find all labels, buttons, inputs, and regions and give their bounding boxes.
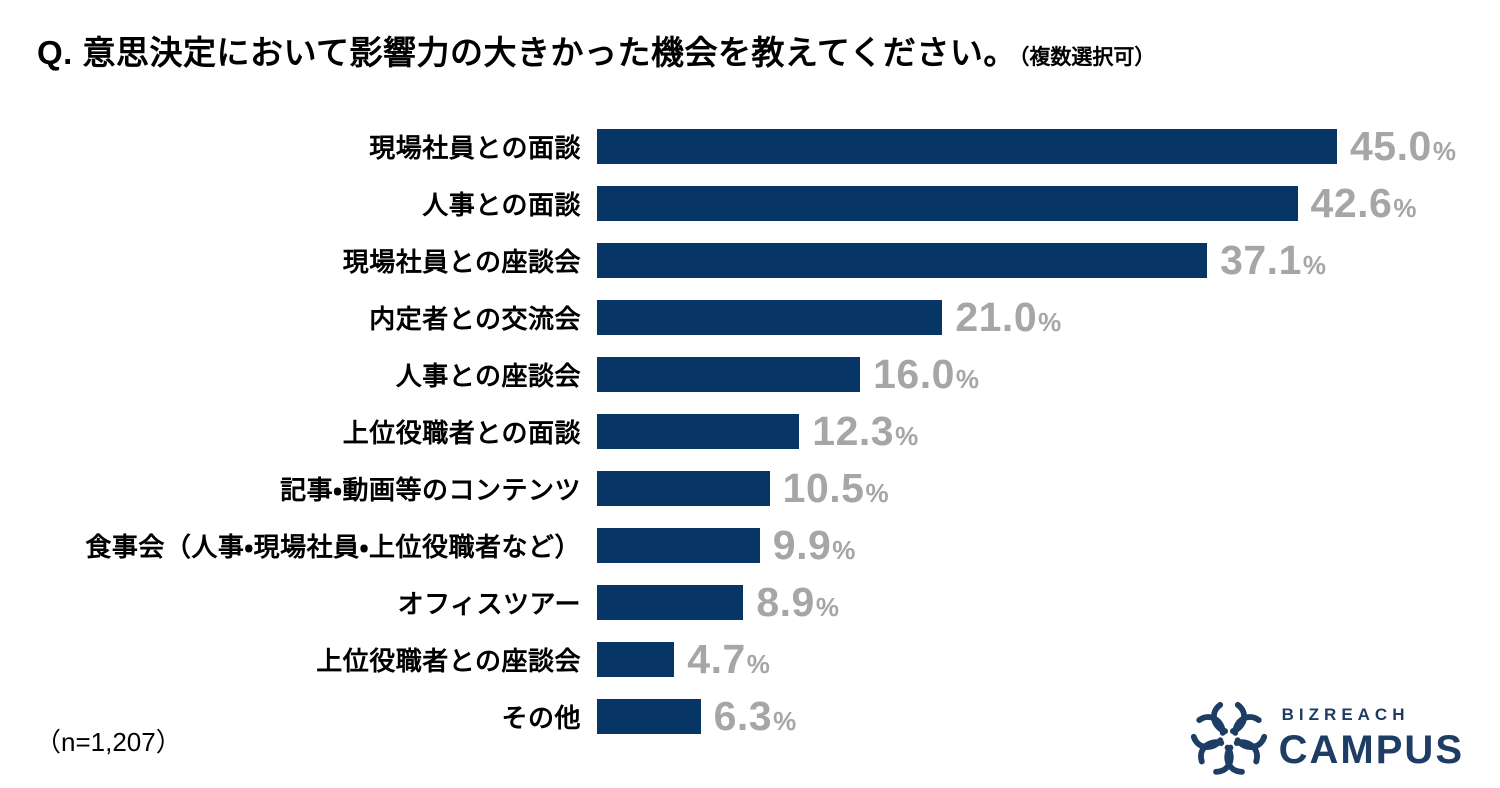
bar: [597, 129, 1337, 164]
bar-row: 人事との面談 42.6%: [0, 175, 1500, 232]
sample-size-note: （n=1,207）: [35, 727, 182, 757]
bar-value-suffix: %: [1393, 193, 1417, 223]
bar-value-suffix: %: [1432, 136, 1456, 166]
bar-row: 上位役職者との面談 12.3%: [0, 403, 1500, 460]
bar-value: 9.9%: [773, 525, 856, 566]
chart-title-text: Q. 意思決定において影響力の大きかった機会を教えてください。: [37, 34, 1017, 71]
bar-chart: 現場社員との面談 45.0% 人事との面談 42.6% 現場社員との座談会 37.1% 内定…: [0, 118, 1500, 745]
bar-label: オフィスツアー: [397, 589, 581, 619]
bar-label: 現場社員との面談: [369, 133, 581, 163]
bar-row: 食事会（人事・現場社員・上位役職者など） 9.9%: [0, 517, 1500, 574]
bar-label: 食事会（人事・現場社員・上位役職者など）: [85, 532, 581, 562]
logo-top-text: BIZREACH: [1281, 705, 1410, 724]
bar-label: 記事・動画等のコンテンツ: [280, 475, 581, 505]
bizreach-campus-logo: BIZREACH CAMPUS: [1187, 698, 1464, 780]
bar-track: 45.0%: [597, 118, 1500, 175]
bar-value: 16.0%: [873, 354, 979, 395]
bar-label: 上位役職者との面談: [342, 418, 581, 448]
bar-value: 21.0%: [955, 297, 1061, 338]
bar-row: 記事・動画等のコンテンツ 10.5%: [0, 460, 1500, 517]
logo-text: BIZREACH CAMPUS: [1279, 705, 1464, 773]
bar-track: 16.0%: [597, 346, 1500, 403]
bar-track: 10.5%: [597, 460, 1500, 517]
bar: [597, 357, 861, 392]
bar-value-suffix: %: [773, 706, 797, 736]
bar-value-suffix: %: [865, 478, 889, 508]
bar-value: 8.9%: [756, 582, 839, 623]
bar-value-number: 37.1: [1220, 237, 1302, 283]
bar: [597, 471, 770, 506]
bar-row: 現場社員との座談会 37.1%: [0, 232, 1500, 289]
bar-track: 37.1%: [597, 232, 1500, 289]
bar-label: 内定者との交流会: [369, 304, 581, 334]
bar-track: 9.9%: [597, 517, 1500, 574]
bar-value: 45.0%: [1350, 126, 1456, 167]
bar-row: 人事との座談会 16.0%: [0, 346, 1500, 403]
bar-track: 8.9%: [597, 574, 1500, 631]
bar: [597, 585, 744, 620]
bar-label: 現場社員との座談会: [342, 247, 581, 277]
bar-value-number: 42.6: [1310, 180, 1393, 226]
bar-label: 人事との座談会: [395, 361, 581, 391]
bar: [597, 186, 1298, 221]
bar-value-number: 8.9: [756, 579, 815, 625]
bar: [597, 414, 800, 449]
bar-value: 10.5%: [783, 468, 889, 509]
bar-value: 12.3%: [812, 411, 918, 452]
bar-label: 上位役職者との座談会: [316, 646, 581, 676]
bar: [597, 699, 701, 734]
bar-value-number: 4.7: [687, 636, 746, 682]
bar-value-number: 9.9: [772, 522, 832, 568]
bar-row: 現場社員との面談 45.0%: [0, 118, 1500, 175]
bar-value-number: 6.3: [713, 693, 773, 739]
bar-track: 6.3%: [597, 688, 1500, 745]
bar-track: 42.6%: [597, 175, 1500, 232]
bar-value-suffix: %: [1302, 250, 1327, 280]
chart-title-suffix: （複数選択可）: [1018, 46, 1156, 69]
chart-title: Q. 意思決定において影響力の大きかった機会を教えてください。（複数選択可）: [37, 26, 1155, 74]
bar-track: 21.0%: [597, 289, 1500, 346]
sakura-flower-icon: [1190, 701, 1267, 775]
bar-value: 4.7%: [687, 639, 770, 680]
bar-value-number: 21.0: [955, 294, 1038, 340]
bar: [597, 243, 1208, 278]
bar-label: 人事との面談: [422, 190, 581, 220]
logo-bottom-text: CAMPUS: [1278, 728, 1464, 772]
bar: [597, 642, 675, 677]
bar: [597, 528, 760, 563]
bar-value-suffix: %: [955, 364, 980, 394]
bar-value-suffix: %: [895, 421, 919, 451]
bar: [597, 300, 943, 335]
bar-value: 6.3%: [714, 696, 797, 737]
bar-row: 上位役職者との座談会 4.7%: [0, 631, 1500, 688]
bar-value-number: 10.5: [782, 465, 865, 511]
bar-value-number: 45.0: [1350, 123, 1432, 169]
bar-row: 内定者との交流会 21.0%: [0, 289, 1500, 346]
bar-track: 12.3%: [597, 403, 1500, 460]
bar-track: 4.7%: [597, 631, 1500, 688]
bar-value-suffix: %: [746, 649, 770, 679]
bar-value-suffix: %: [1038, 307, 1062, 337]
bar-row: その他 6.3%: [0, 688, 1500, 745]
bar-value: 37.1%: [1220, 240, 1326, 281]
bar-value-number: 16.0: [873, 351, 955, 397]
bar-value-number: 12.3: [812, 408, 895, 454]
bar-value: 42.6%: [1311, 183, 1417, 224]
bar-value-suffix: %: [815, 592, 839, 622]
bar-value-suffix: %: [832, 535, 856, 565]
bar-row: オフィスツアー 8.9%: [0, 574, 1500, 631]
bar-label: その他: [501, 703, 581, 733]
